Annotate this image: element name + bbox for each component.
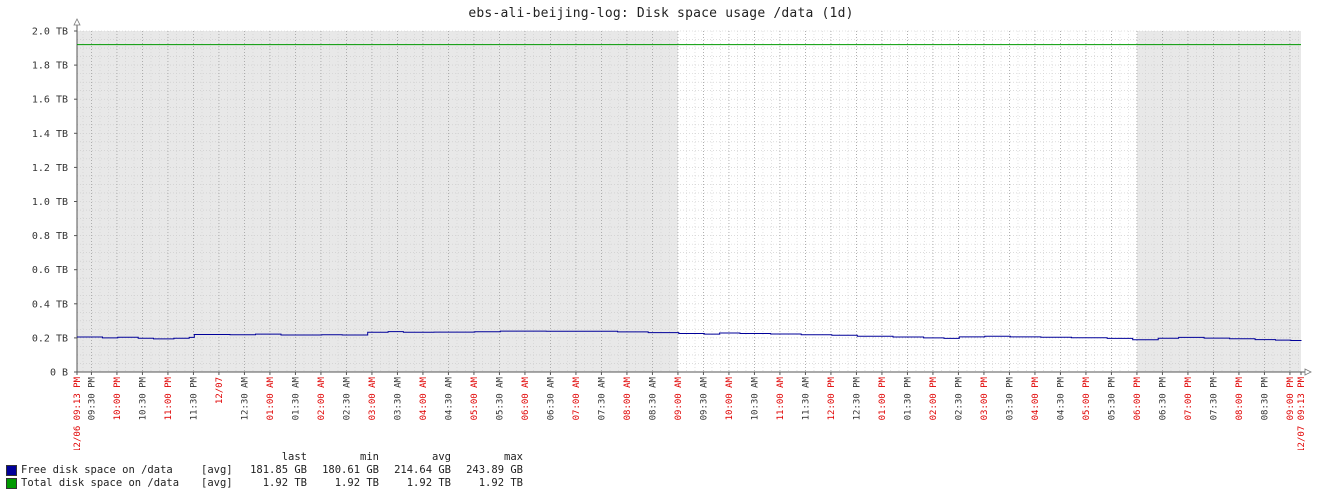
x-tick-label: 05:00 AM <box>470 376 480 420</box>
x-axis-arrow <box>1304 368 1312 376</box>
x-tick-label: 12:30 PM <box>852 376 862 420</box>
x-tick-label: 04:00 AM <box>419 376 429 420</box>
x-tick-label: 09:30 PM <box>87 376 97 420</box>
y-tick-label: 2.0 TB <box>32 27 68 38</box>
legend-header-min: min <box>360 451 379 463</box>
x-tick-label: 06:00 PM <box>1133 376 1143 420</box>
x-tick-label: 12/07 09:13 PM <box>1297 376 1307 450</box>
x-tick-label: 04:00 PM <box>1031 376 1041 420</box>
x-tick-label: 08:00 PM <box>1235 376 1245 420</box>
x-tick-label: 10:00 PM <box>113 376 123 420</box>
x-tick-label: 03:00 PM <box>980 376 990 420</box>
legend-header-avg: avg <box>432 451 451 463</box>
series-line-0 <box>77 330 1302 341</box>
x-tick-label: 07:00 AM <box>572 376 582 420</box>
x-tick-label: 06:00 AM <box>521 376 531 420</box>
y-tick-label: 0.2 TB <box>32 333 68 344</box>
y-tick-label: 1.2 TB <box>32 163 68 174</box>
x-tick-label: 03:00 AM <box>368 376 378 420</box>
x-tick-label: 10:30 PM <box>138 376 148 420</box>
y-tick-label: 1.8 TB <box>32 61 68 72</box>
x-tick-label: 02:30 AM <box>342 376 352 420</box>
legend-name-total: Total disk space on /data <box>21 477 180 489</box>
x-tick-label: 09:30 AM <box>699 376 709 420</box>
night-band-1 <box>1136 31 1301 372</box>
chart-plot: 0 B 0.2 TB 0.4 TB 0.6 TB 0.8 TB 1.0 TB 1.2 TB 1… <box>32 18 1312 450</box>
x-tick-label: 10:30 AM <box>750 376 760 420</box>
x-tick-label: 06:30 AM <box>546 376 556 420</box>
legend-min-total: 1.92 TB <box>334 477 379 489</box>
x-tick-label: 11:30 PM <box>189 376 199 420</box>
x-tick-label: 11:00 PM <box>164 376 174 420</box>
legend-row-free: Free disk space on /data [avg] 181.85 GB… <box>6 464 523 477</box>
x-tick-label: 04:30 PM <box>1056 376 1066 420</box>
x-tick-label: 02:00 AM <box>317 376 327 420</box>
x-tick-label: 07:00 PM <box>1184 376 1194 420</box>
legend-avg-total: 1.92 TB <box>406 477 451 489</box>
x-tick-label: 11:00 AM <box>776 376 786 420</box>
legend-max-free: 243.89 GB <box>466 464 523 476</box>
y-tick-label: 1.4 TB <box>32 129 68 140</box>
legend-row-total: Total disk space on /data [avg] 1.92 TB … <box>6 477 523 490</box>
x-tick-label: 03:30 AM <box>393 376 403 420</box>
chart-title: ebs-ali-beijing-log: Disk space usage /d… <box>468 6 854 21</box>
legend-header-max: max <box>504 451 523 463</box>
x-tick-label: 07:30 AM <box>597 376 607 420</box>
legend-swatch-free <box>6 465 17 476</box>
x-tick-label: 09:00 PM <box>1286 376 1296 420</box>
legend-avg-free: 214.64 GB <box>394 464 451 476</box>
x-tick-label: 01:30 AM <box>291 376 301 420</box>
legend-fn-total: [avg] <box>201 477 233 489</box>
x-tick-label: 12/07 <box>215 377 225 404</box>
x-tick-label: 12/06 09:13 PM <box>73 376 83 450</box>
y-tick-label: 1.6 TB <box>32 95 68 106</box>
x-tick-label: 07:30 PM <box>1209 376 1219 420</box>
y-tick-label: 1.0 TB <box>32 197 68 208</box>
x-tick-label: 08:30 PM <box>1260 376 1270 420</box>
legend-max-total: 1.92 TB <box>478 477 523 489</box>
x-tick-label: 02:30 PM <box>954 376 964 420</box>
legend-fn-free: [avg] <box>201 464 233 476</box>
legend-last-total: 1.92 TB <box>262 477 307 489</box>
x-tick-label: 01:00 PM <box>878 376 888 420</box>
y-axis-arrow <box>73 18 81 26</box>
legend-name-free: Free disk space on /data <box>21 464 173 476</box>
x-tick-label: 08:00 AM <box>623 376 633 420</box>
legend-header-last: last <box>281 451 307 463</box>
x-tick-label: 05:30 PM <box>1107 376 1117 420</box>
x-tick-label: 05:30 AM <box>495 376 505 420</box>
x-tick-label: 04:30 AM <box>444 376 454 420</box>
y-tick-label: 0.4 TB <box>32 299 68 310</box>
x-tick-label: 02:00 PM <box>929 376 939 420</box>
x-tick-label: 12:30 AM <box>240 376 250 420</box>
legend-min-free: 180.61 GB <box>322 464 379 476</box>
x-tick-label: 08:30 AM <box>648 376 658 420</box>
x-tick-label: 05:00 PM <box>1082 376 1092 420</box>
x-tick-label: 11:30 AM <box>801 376 811 420</box>
legend: last min avg max Free disk space on /dat… <box>6 451 523 490</box>
x-tick-label: 03:30 PM <box>1005 376 1015 420</box>
legend-last-free: 181.85 GB <box>250 464 307 476</box>
legend-header: last min avg max <box>6 451 523 464</box>
x-tick-label: 09:00 AM <box>674 376 684 420</box>
x-tick-label: 10:00 AM <box>725 376 735 420</box>
x-tick-label: 01:00 AM <box>266 376 276 420</box>
y-tick-label: 0.6 TB <box>32 265 68 276</box>
x-tick-label: 12:00 PM <box>827 376 837 420</box>
legend-swatch-total <box>6 478 17 489</box>
y-tick-label: 0 B <box>50 368 68 379</box>
x-tick-label: 01:30 PM <box>903 376 913 420</box>
y-tick-label: 0.8 TB <box>32 231 68 242</box>
x-tick-label: 06:30 PM <box>1158 376 1168 420</box>
